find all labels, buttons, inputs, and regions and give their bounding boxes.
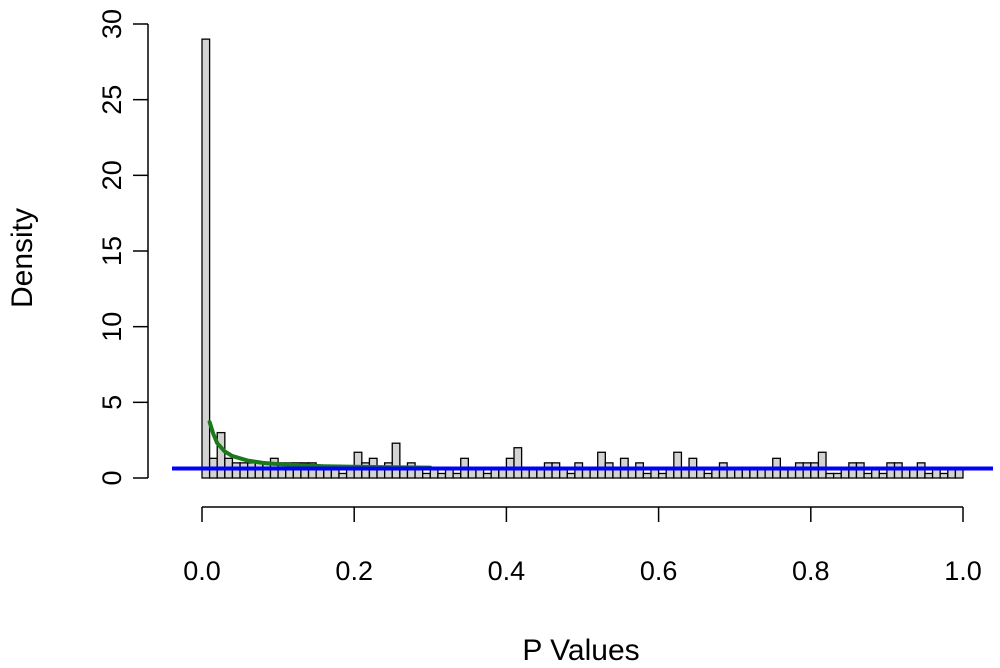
- y-tick-label: 15: [97, 236, 127, 266]
- x-tick-label: 1.0: [944, 556, 982, 586]
- y-tick-label: 30: [97, 9, 127, 39]
- histogram-bar: [597, 451, 606, 479]
- histogram-bar: [513, 447, 523, 479]
- y-tick-label: 20: [97, 160, 127, 190]
- histogram-bar: [832, 472, 842, 479]
- histogram-bar: [657, 472, 667, 479]
- histogram-bar: [924, 472, 934, 479]
- histogram-bar: [703, 472, 713, 479]
- x-axis: 0.0 0.2 0.4 0.6 0.8 1.0: [183, 506, 982, 586]
- histogram-bar: [817, 451, 827, 479]
- histogram-bar: [391, 442, 401, 479]
- y-tick-label: 25: [97, 85, 127, 115]
- y-axis-title: Density: [6, 208, 39, 308]
- x-tick-label: 0.0: [183, 556, 221, 586]
- histogram-bar: [566, 472, 576, 479]
- histogram-bar: [201, 38, 211, 479]
- histogram-bar: [338, 472, 348, 479]
- histogram-bar: [825, 472, 835, 479]
- histogram-bars: [201, 38, 964, 479]
- histogram-bar: [452, 472, 462, 479]
- x-tick-label: 0.2: [335, 556, 373, 586]
- x-tick-label: 0.6: [640, 556, 678, 586]
- histogram-bar: [216, 431, 226, 479]
- histogram-bar: [939, 472, 949, 479]
- x-tick-label: 0.4: [488, 556, 526, 586]
- histogram-bar: [642, 472, 652, 479]
- x-axis-title: P Values: [522, 634, 639, 667]
- y-tick-label: 5: [97, 395, 127, 410]
- histogram-bar: [863, 472, 873, 479]
- histogram-bar: [482, 472, 492, 479]
- histogram-bar: [878, 472, 888, 479]
- histogram-bar: [673, 451, 683, 479]
- histogram-bar: [422, 472, 431, 479]
- histogram-bar: [437, 472, 447, 479]
- y-tick-label: 10: [97, 312, 127, 342]
- y-tick-label: 0: [97, 470, 127, 485]
- x-tick-label: 0.8: [792, 556, 830, 586]
- y-axis: 0 5 10 15 20 25 30: [97, 9, 149, 486]
